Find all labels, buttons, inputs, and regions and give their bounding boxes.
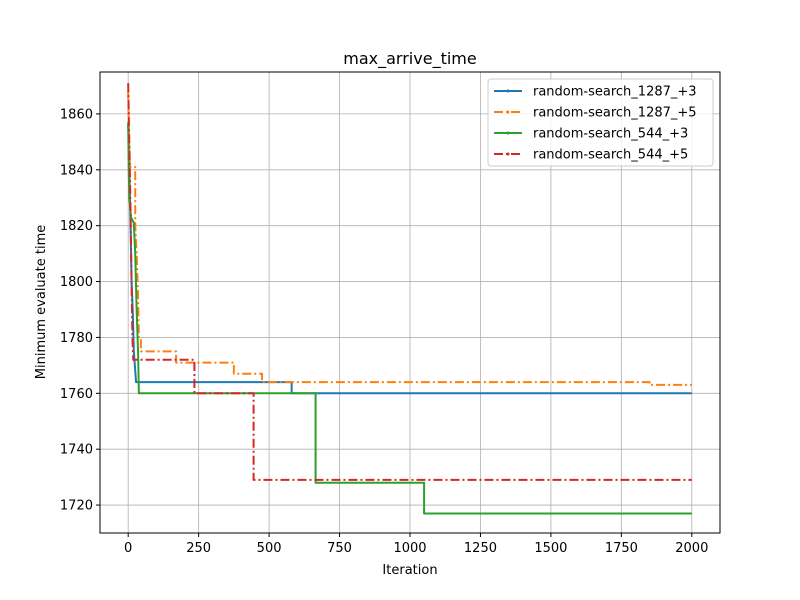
y-tick-label: 1720 xyxy=(60,499,93,514)
x-tick-label: 250 xyxy=(186,541,211,556)
legend: random-search_1287_+3 random-search_1287_… xyxy=(487,78,714,167)
y-tick-label: 1760 xyxy=(60,387,93,402)
legend-label: random-search_1287_+3 xyxy=(533,85,697,100)
legend-box xyxy=(487,78,714,167)
x-axis: 0 250 500 750 1000 1250 1500 1750 2000 xyxy=(124,533,708,556)
y-tick-label: 1740 xyxy=(60,443,93,458)
y-tick-label: 1780 xyxy=(60,331,93,346)
series-layer xyxy=(127,83,692,515)
x-tick-label: 2000 xyxy=(675,541,708,556)
x-tick-label: 1500 xyxy=(534,541,567,556)
y-tick-label: 1860 xyxy=(60,107,93,122)
series-random-search_544_+3 xyxy=(127,122,692,515)
x-axis-label: Iteration xyxy=(382,563,437,578)
legend-marker xyxy=(506,152,510,156)
legend-label: random-search_1287_+5 xyxy=(533,106,697,121)
y-tick-label: 1840 xyxy=(60,163,93,178)
series-line xyxy=(127,83,692,481)
series-random-search_544_+5 xyxy=(127,83,692,481)
series-random-search_1287_+5 xyxy=(127,91,692,386)
chart-title: max_arrive_time xyxy=(343,49,476,69)
x-tick-label: 0 xyxy=(124,541,132,556)
x-tick-label: 1250 xyxy=(464,541,497,556)
x-tick-label: 1000 xyxy=(393,541,426,556)
x-tick-label: 750 xyxy=(327,541,352,556)
y-axis-label: Minimum evaluate time xyxy=(34,225,49,379)
legend-marker xyxy=(506,110,510,114)
legend-label: random-search_544_+3 xyxy=(533,127,688,142)
x-tick-label: 500 xyxy=(257,541,282,556)
x-tick-label: 1750 xyxy=(605,541,638,556)
series-line xyxy=(127,91,692,386)
legend-marker xyxy=(506,131,510,135)
series-line xyxy=(127,122,692,515)
legend-marker xyxy=(506,89,510,93)
y-tick-label: 1820 xyxy=(60,219,93,234)
y-tick-label: 1800 xyxy=(60,275,93,290)
y-axis: 1720 1740 1760 1780 1800 1820 1840 1860 xyxy=(60,107,100,514)
legend-label: random-search_544_+5 xyxy=(533,148,688,163)
